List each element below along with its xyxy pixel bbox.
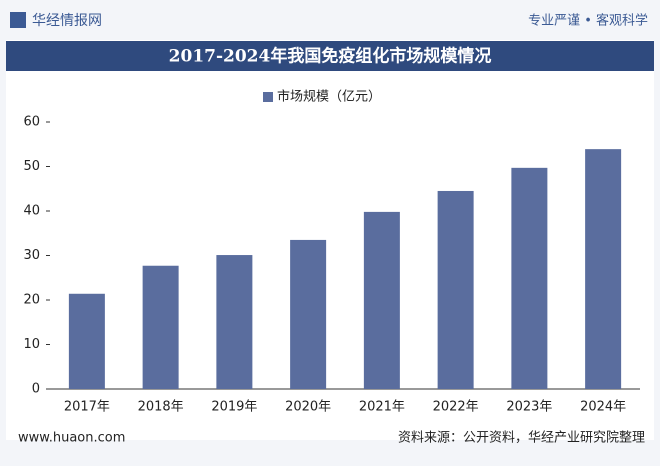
bar [585,149,622,389]
x-tick-label: 2018年 [138,400,184,415]
legend-swatch [263,92,273,102]
bar [142,265,179,389]
x-tick-label: 2021年 [359,400,405,415]
x-tick-label: 2024年 [580,400,626,415]
x-tick-label: 2017年 [64,400,110,415]
slogan: 专业严谨 • 客观科学 [528,13,648,29]
y-tick-label: 20 [23,293,40,308]
y-tick-label: 40 [23,204,40,219]
y-tick-label: 50 [23,159,40,174]
x-tick-label: 2020年 [285,400,331,415]
bar [216,255,253,389]
x-tick-label: 2023年 [506,400,552,415]
y-tick-label: 10 [23,337,40,352]
logo: 华经情报网 [32,13,102,29]
website: www.huaon.com [18,431,125,446]
x-tick-label: 2022年 [433,400,479,415]
logo-icon [10,12,26,28]
y-tick-label: 60 [23,115,40,130]
bar [68,293,105,389]
bar [363,211,400,389]
source: 资料来源：公开资料，华经产业研究院整理 [398,431,645,446]
x-tick-label: 2019年 [211,400,257,415]
y-tick-label: 0 [32,382,40,397]
title-bar [6,41,654,71]
y-tick-label: 30 [23,248,40,263]
bar [511,167,548,389]
bar [437,190,474,389]
bar [290,239,327,389]
chart-title: 2017-2024年我国免疫组化市场规模情况 [169,46,492,67]
legend-label: 市场规模（亿元） [277,89,381,105]
